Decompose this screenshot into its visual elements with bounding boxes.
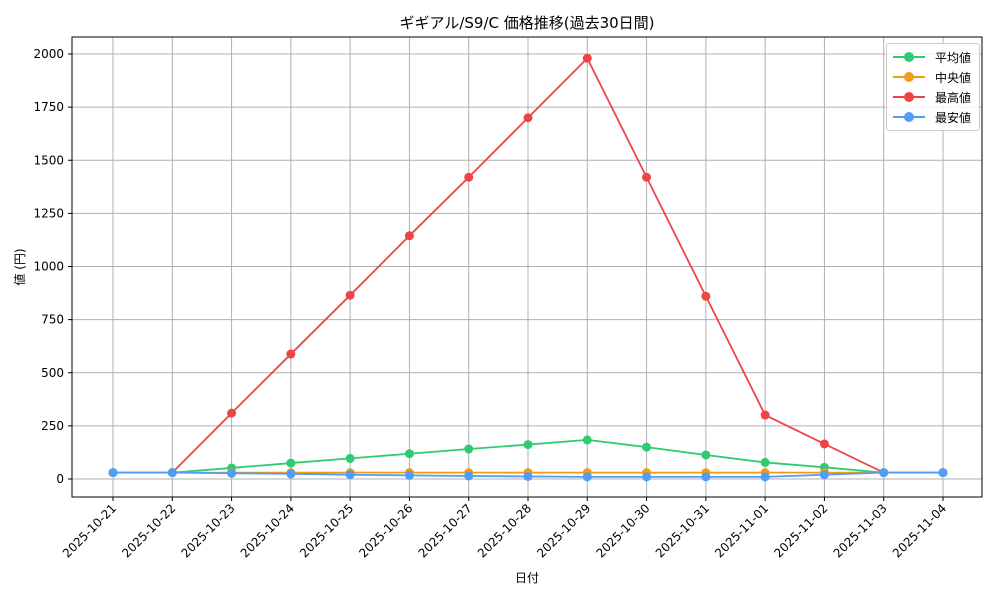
data-point <box>345 290 355 300</box>
y-tick-label: 1500 <box>33 153 64 167</box>
legend-marker-icon <box>893 72 925 82</box>
data-point <box>523 113 533 123</box>
data-point <box>404 449 414 459</box>
data-point <box>286 469 296 479</box>
data-point <box>227 408 237 418</box>
data-point <box>286 349 296 359</box>
legend-label: 最高値 <box>935 90 972 105</box>
x-tick-label: 2025-11-03 <box>831 501 890 560</box>
data-point <box>642 172 652 182</box>
data-point <box>345 453 355 463</box>
y-tick-label: 1250 <box>33 206 64 220</box>
legend-marker-icon <box>893 112 925 122</box>
y-tick-label: 750 <box>41 313 64 327</box>
y-tick-label: 500 <box>41 366 64 380</box>
legend-marker-icon <box>893 52 925 62</box>
x-tick-label: 2025-10-23 <box>178 501 237 560</box>
x-axis-label: 日付 <box>515 571 539 585</box>
data-point <box>760 457 770 467</box>
x-tick-label: 2025-10-22 <box>119 501 178 560</box>
data-point <box>642 442 652 452</box>
data-point <box>582 435 592 445</box>
legend-item: 平均値 <box>887 47 979 67</box>
data-point <box>642 472 652 482</box>
series-3 <box>108 468 948 482</box>
data-point <box>582 472 592 482</box>
legend-label: 平均値 <box>935 50 972 65</box>
x-tick-label: 2025-10-31 <box>653 501 712 560</box>
x-tick-label: 2025-10-27 <box>416 501 475 560</box>
x-axis: 2025-10-21 2025-10-22 2025-10-23 2025-10-24… <box>60 497 949 560</box>
y-tick-label: 250 <box>41 419 64 433</box>
data-point <box>760 472 770 482</box>
series-lines <box>108 53 948 482</box>
data-point <box>404 470 414 480</box>
legend-item: 最高値 <box>887 87 979 107</box>
data-point <box>760 410 770 420</box>
data-point <box>701 291 711 301</box>
data-point <box>523 471 533 481</box>
data-point <box>938 468 948 478</box>
y-axis-label: 値 (円) <box>12 248 27 285</box>
x-tick-label: 2025-11-04 <box>890 501 949 560</box>
data-point <box>286 458 296 468</box>
data-point <box>167 468 177 478</box>
x-tick-label: 2025-10-25 <box>297 501 356 560</box>
data-point <box>227 468 237 478</box>
legend-label: 中央値 <box>935 70 972 85</box>
x-tick-label: 2025-11-02 <box>771 501 830 560</box>
data-point <box>464 471 474 481</box>
y-axis: 0 250 500 750 1000 1250 1500 1750 2000 <box>33 47 72 486</box>
legend-item: 最安値 <box>887 107 979 127</box>
data-point <box>819 470 829 480</box>
chart-legend: 平均値中央値最高値最安値 <box>886 43 980 131</box>
data-point <box>879 468 889 478</box>
x-tick-label: 2025-10-28 <box>475 501 534 560</box>
y-tick-label: 2000 <box>33 47 64 61</box>
chart-title: ギギアル/S9/C 価格推移(過去30日間) <box>399 14 654 32</box>
grid-lines <box>72 37 982 497</box>
x-tick-label: 2025-10-26 <box>356 501 415 560</box>
data-point <box>819 439 829 449</box>
data-point <box>523 440 533 450</box>
data-point <box>464 172 474 182</box>
data-point <box>464 444 474 454</box>
data-point <box>404 231 414 241</box>
legend-marker-icon <box>893 92 925 102</box>
x-tick-label: 2025-10-24 <box>238 501 297 560</box>
data-point <box>701 472 711 482</box>
x-tick-label: 2025-10-30 <box>593 501 652 560</box>
y-tick-label: 1000 <box>33 260 64 274</box>
x-tick-label: 2025-10-21 <box>60 501 119 560</box>
data-point <box>582 53 592 63</box>
data-point <box>345 470 355 480</box>
x-tick-label: 2025-10-29 <box>534 501 593 560</box>
legend-label: 最安値 <box>935 110 972 125</box>
data-point <box>701 450 711 460</box>
y-tick-label: 0 <box>56 472 64 486</box>
x-tick-label: 2025-11-01 <box>712 501 771 560</box>
legend-item: 中央値 <box>887 67 979 87</box>
y-tick-label: 1750 <box>33 100 64 114</box>
data-point <box>108 468 118 478</box>
